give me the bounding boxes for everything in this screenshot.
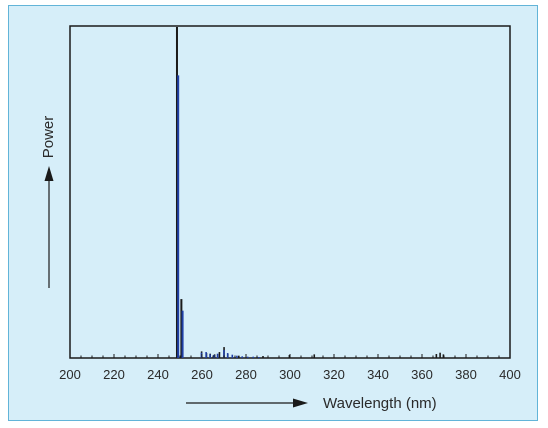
x-tick-label: 240 — [147, 367, 169, 382]
x-tick-label: 360 — [411, 367, 433, 382]
x-tick-label: 380 — [455, 367, 477, 382]
x-tick-label: 400 — [499, 367, 521, 382]
x-tick-layer: 200 220 240 260 280 300 320 340 360 380 400 — [59, 354, 521, 382]
x-tick-label: 320 — [323, 367, 345, 382]
x-tick-label: 260 — [191, 367, 213, 382]
x-tick-label: 280 — [235, 367, 257, 382]
y-axis-title: Power — [40, 116, 57, 159]
x-tick-label: 220 — [103, 367, 125, 382]
x-tick-label: 200 — [59, 367, 81, 382]
x-axis-title: Wavelength (nm) — [323, 395, 437, 412]
plot-area — [69, 25, 511, 359]
x-tick-label: 300 — [279, 367, 301, 382]
x-axis-arrow-head — [293, 398, 308, 408]
y-axis-arrow-head — [44, 166, 54, 181]
x-tick-label: 340 — [367, 367, 389, 382]
